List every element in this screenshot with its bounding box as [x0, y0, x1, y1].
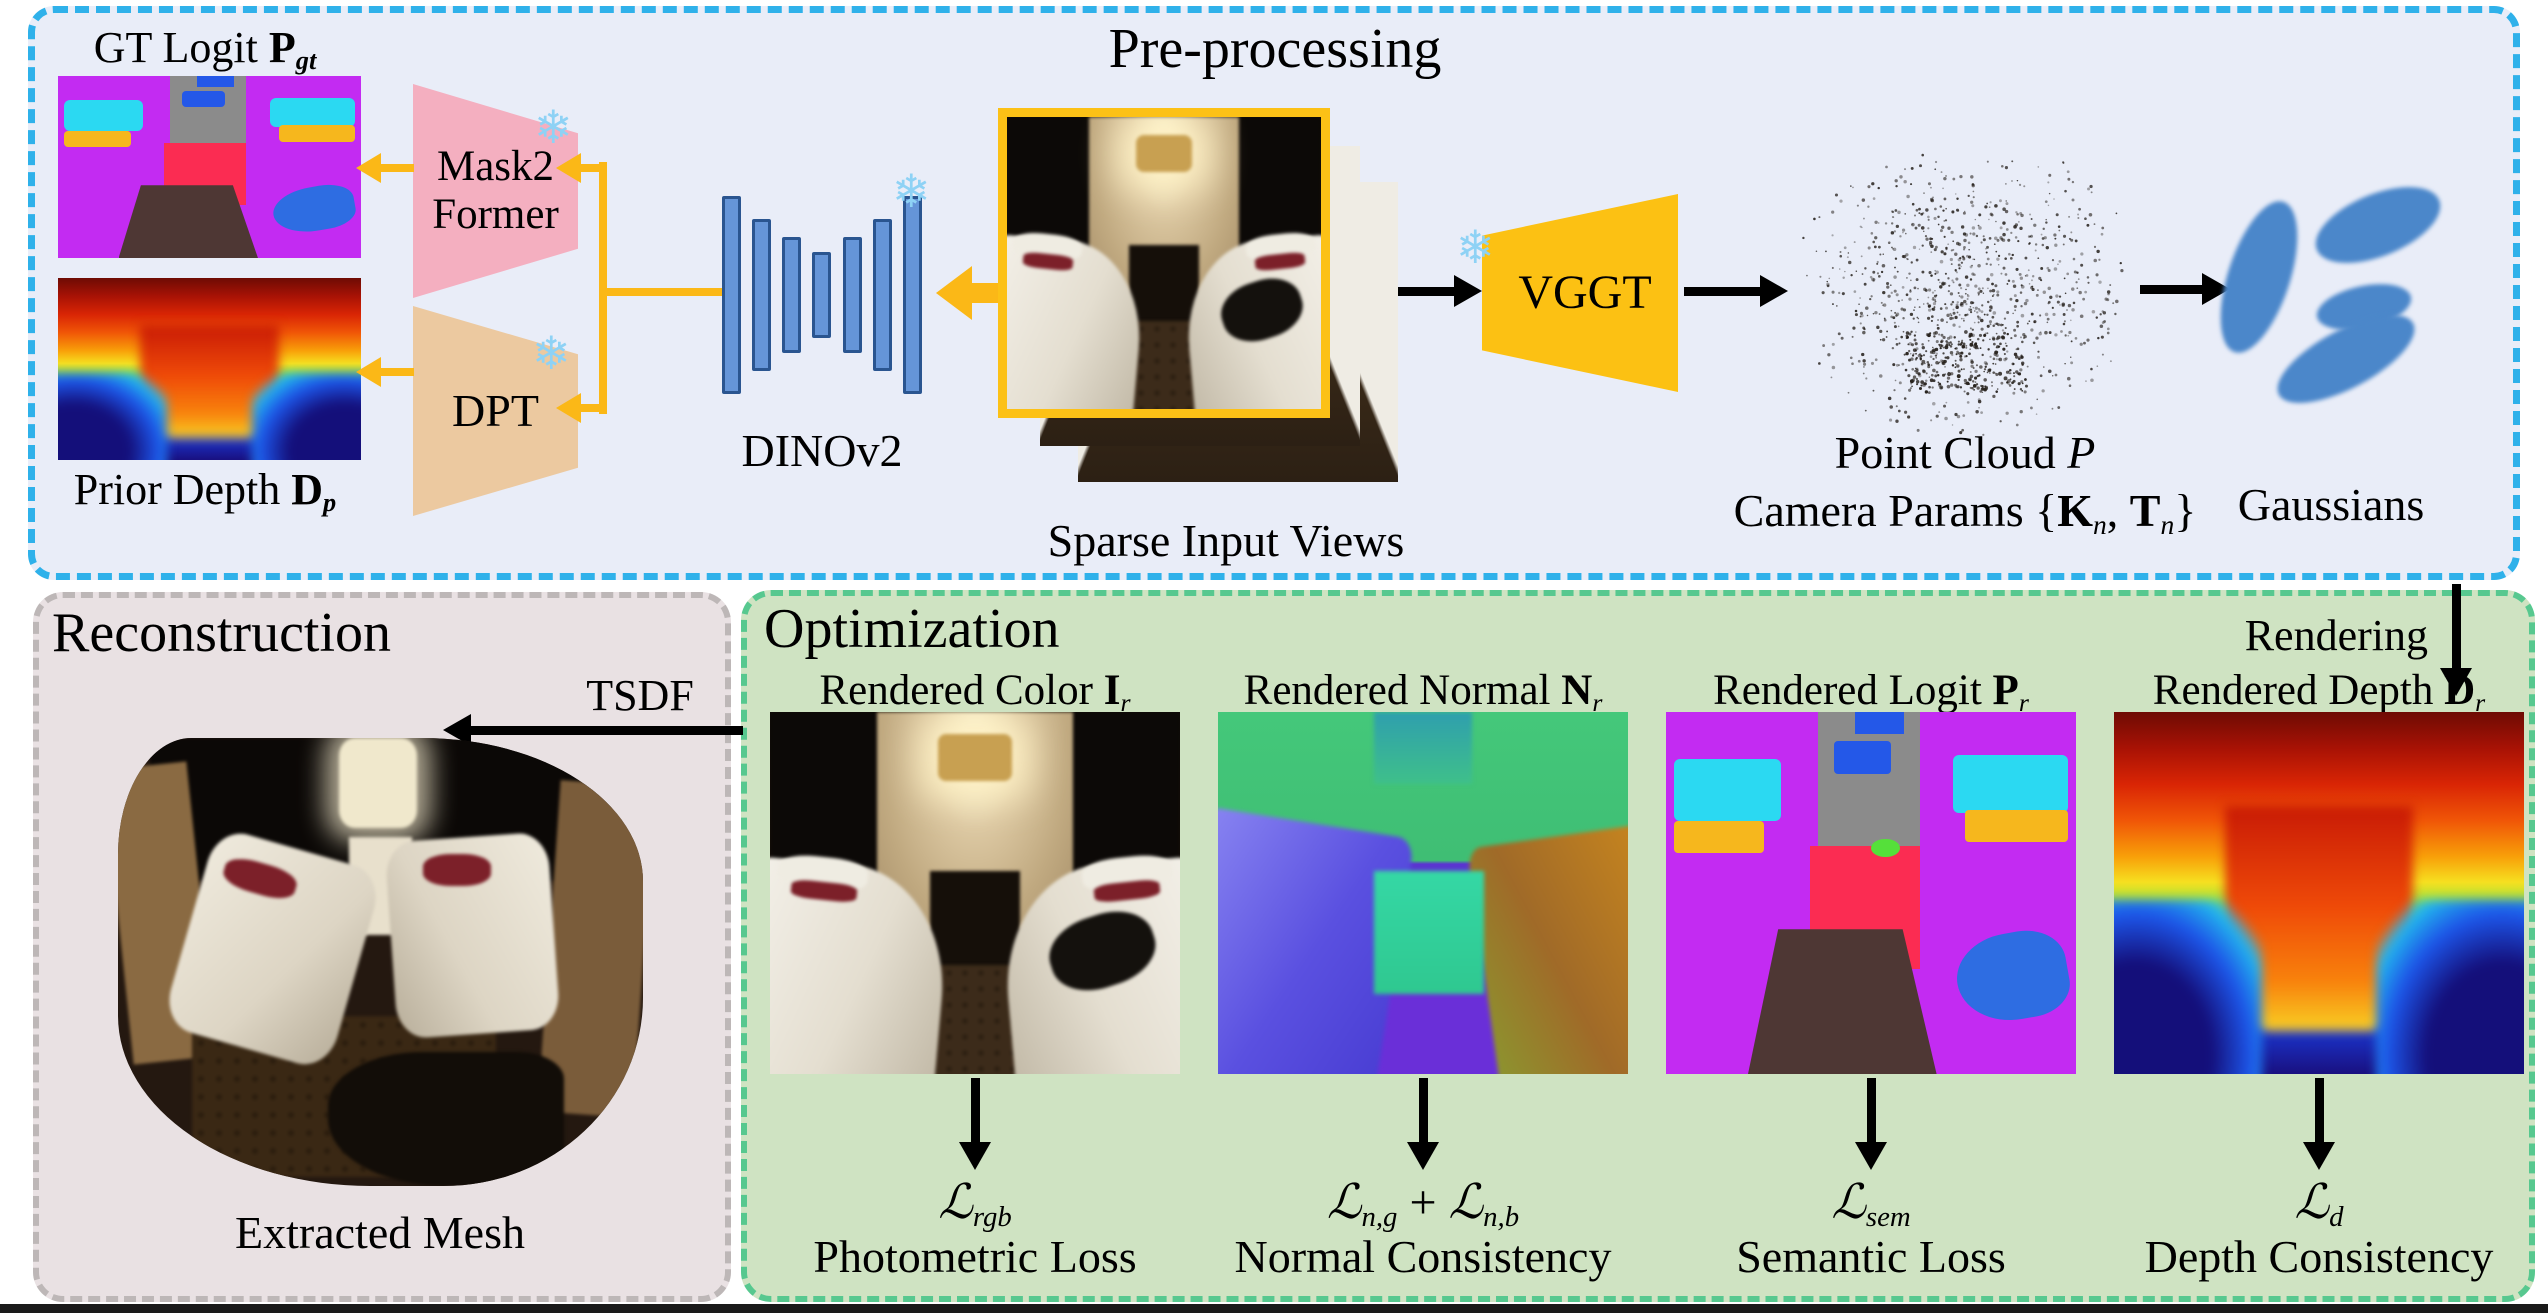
- prior-depth-image: [58, 278, 361, 460]
- rendered-logit-image: [1666, 712, 2076, 1074]
- mask2former-label: Mask2 Former: [432, 142, 559, 238]
- arrow-color-loss: [959, 1078, 991, 1170]
- gt-logit-label: GT Logit Pgt: [93, 23, 317, 76]
- depth-loss-name: Depth Consistency: [2144, 1231, 2494, 1282]
- normal-loss-name: Normal Consistency: [1234, 1231, 1612, 1282]
- rendered-color-image: [770, 712, 1180, 1074]
- connector-stub-line: [599, 288, 725, 296]
- snowflake-icon: ❄: [532, 326, 571, 380]
- arrow-cloud-to-gaussians: [2140, 272, 2230, 306]
- arrow-depth-loss: [2303, 1078, 2335, 1170]
- snowflake-icon: ❄: [1456, 220, 1495, 274]
- camera-params-label: Camera Params {Kn, Tn}: [1733, 485, 2197, 540]
- snowflake-icon: ❄: [534, 100, 573, 154]
- rendered-normal-image: [1218, 712, 1628, 1074]
- snowflake-icon: ❄: [892, 164, 931, 218]
- photometric-loss-symbol: ℒrgb: [938, 1176, 1012, 1234]
- rendered-normal-title: Rendered Normal Nr: [1243, 667, 1603, 718]
- optimization-title: Optimization: [764, 598, 1060, 660]
- point-cloud-image: [1798, 142, 2134, 448]
- photometric-loss-name: Photometric Loss: [813, 1231, 1137, 1282]
- arrow-views-to-vggt: [1398, 274, 1482, 308]
- arrow-rendering-down: [2440, 584, 2472, 696]
- semantic-loss-symbol: ℒsem: [1831, 1176, 1911, 1234]
- gaussians-label: Gaussians: [2237, 479, 2425, 530]
- arrow-normal-loss: [1407, 1078, 1439, 1170]
- extracted-mesh-label: Extracted Mesh: [235, 1207, 525, 1258]
- normal-loss-symbol: ℒn,g + ℒn,b: [1326, 1176, 1520, 1234]
- dpt-label: DPT: [452, 385, 539, 437]
- mask2former-block: Mask2 Former: [413, 84, 578, 298]
- semantic-loss-name: Semantic Loss: [1736, 1231, 2006, 1282]
- gt-logit-image: [58, 76, 361, 258]
- dinov2-block: [722, 194, 922, 396]
- bottom-border-line: [0, 1304, 2548, 1313]
- arrow-dpt-to-priordepth: [356, 357, 414, 387]
- reconstruction-title: Reconstruction: [52, 602, 392, 664]
- arrow-vggt-to-cloud: [1684, 274, 1788, 308]
- sparse-views-label: Sparse Input Views: [1047, 515, 1405, 566]
- dinov2-label: DINOv2: [741, 425, 903, 476]
- rendered-depth-title: Rendered Depth Dr: [2152, 667, 2486, 718]
- point-cloud-label: Point Cloud P: [1834, 427, 2096, 478]
- arrow-logit-loss: [1855, 1078, 1887, 1170]
- arrow-mask2former-to-gtlogit: [356, 153, 414, 183]
- extracted-mesh-image: [118, 738, 643, 1186]
- prior-depth-label: Prior Depth Dp: [73, 465, 337, 518]
- vggt-label: VGGT: [1518, 266, 1652, 320]
- depth-loss-symbol: ℒd: [2294, 1176, 2344, 1234]
- tsdf-label: TSDF: [586, 671, 694, 720]
- preprocessing-title: Pre-processing: [1108, 18, 1442, 80]
- rendered-depth-image: [2114, 712, 2524, 1074]
- arrow-dino-to-mask2former: [556, 153, 605, 183]
- rendered-logit-title: Rendered Logit Pr: [1713, 667, 2029, 718]
- rendered-color-title: Rendered Color Ir: [819, 667, 1131, 718]
- rendering-label: Rendering: [2244, 611, 2428, 660]
- arrow-dino-to-dpt: [556, 393, 605, 423]
- input-view-photo-front: [998, 108, 1330, 418]
